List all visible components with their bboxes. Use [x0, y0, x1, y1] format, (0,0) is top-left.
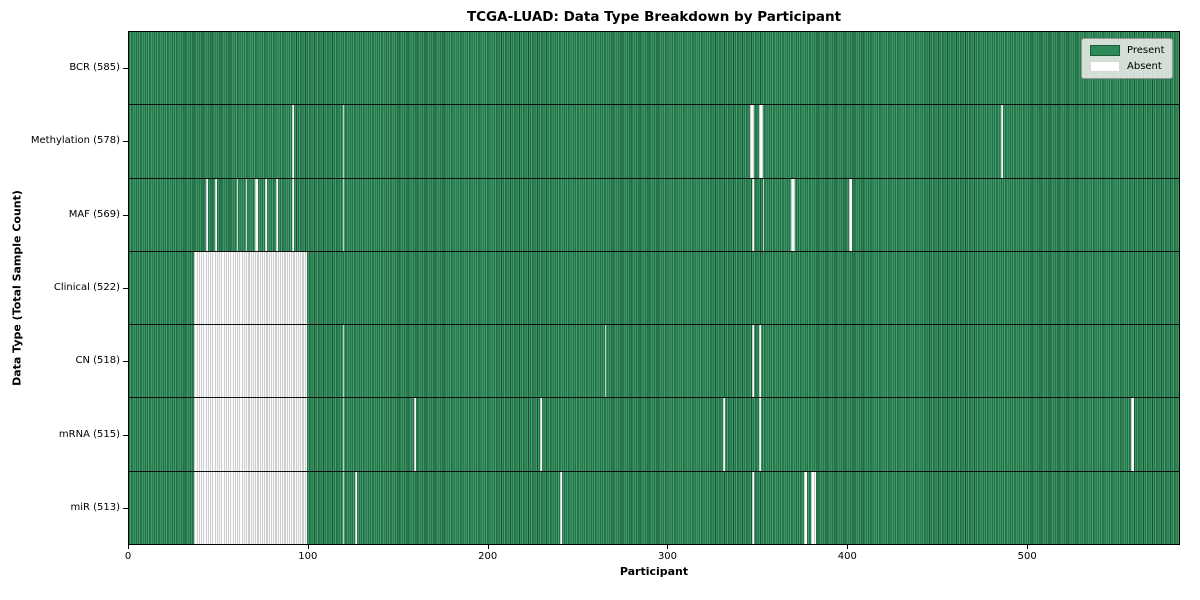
- absent-stripe: [848, 178, 853, 251]
- x-tick-mark: [847, 545, 849, 549]
- absent-stripe: [276, 178, 278, 251]
- xtick-label: 100: [298, 551, 318, 562]
- absent-stripe: [342, 471, 345, 544]
- absent-stripe: [751, 178, 754, 251]
- absent-stripe: [193, 325, 307, 398]
- absent-stripe: [292, 178, 295, 251]
- absent-stripe: [342, 325, 345, 398]
- heatmap-row-clinical: [129, 250, 1179, 325]
- absent-stripe: [750, 105, 754, 178]
- legend-item-present: Present: [1090, 45, 1165, 56]
- heatmap-row-maf: [129, 177, 1179, 251]
- legend-item-absent: Absent: [1090, 61, 1164, 72]
- absent-stripe: [414, 398, 417, 471]
- chart-title: TCGA-LUAD: Data Type Breakdown by Partic…: [466, 9, 842, 25]
- heatmap-row-mrna: [129, 397, 1179, 471]
- y-tick-mark: [123, 67, 128, 69]
- x-tick-mark: [1027, 545, 1029, 549]
- absent-stripe: [215, 178, 217, 251]
- absent-stripe: [342, 105, 345, 178]
- y-tick-mark: [123, 288, 128, 289]
- plot-area: [128, 31, 1180, 545]
- xtick-label: 0: [124, 551, 132, 562]
- xtick-label: 400: [837, 551, 857, 562]
- x-tick-mark: [487, 545, 489, 549]
- ytick-label: CN (518): [75, 355, 120, 367]
- xtick-label: 500: [1017, 551, 1037, 562]
- ytick-label: miR (513): [70, 502, 120, 514]
- absent-stripe: [559, 471, 562, 544]
- ytick-label: BCR (585): [69, 61, 120, 73]
- xtick-label: 200: [478, 551, 498, 562]
- absent-stripe: [245, 178, 248, 251]
- absent-stripe: [355, 471, 357, 544]
- absent-stripe: [803, 471, 808, 544]
- legend-label-present: Present: [1127, 45, 1165, 56]
- y-tick-mark: [123, 361, 128, 363]
- absent-stripe: [236, 178, 239, 251]
- absent-stripe: [540, 398, 542, 471]
- absent-stripe: [762, 178, 765, 251]
- legend-swatch-present: [1090, 45, 1120, 56]
- absent-stripe: [759, 105, 763, 178]
- absent-stripe: [1130, 398, 1135, 471]
- heatmap-row-cn: [129, 324, 1179, 398]
- ytick-label: mRNA (515): [58, 428, 120, 440]
- absent-stripe: [751, 325, 754, 398]
- absent-stripe: [342, 178, 345, 251]
- y-tick-mark: [123, 141, 128, 143]
- heatmap-row-bcr: [129, 32, 1179, 105]
- absent-stripe: [193, 251, 307, 325]
- x-tick-mark: [128, 545, 129, 549]
- absent-stripe: [292, 105, 295, 178]
- absent-stripe: [206, 178, 208, 251]
- absent-stripe: [791, 178, 795, 251]
- absent-stripe: [604, 325, 607, 398]
- xtick-label: 300: [657, 551, 678, 562]
- y-tick-mark: [123, 508, 128, 510]
- ytick-label: Methylation (578): [30, 135, 120, 147]
- legend-swatch-absent: [1090, 61, 1120, 72]
- ytick-label: Clinical (522): [53, 282, 120, 293]
- absent-stripe: [254, 178, 259, 251]
- absent-stripe: [342, 398, 345, 471]
- x-tick-mark: [307, 545, 309, 549]
- legend-label-absent: Absent: [1127, 61, 1162, 72]
- x-axis-label: Participant: [619, 565, 689, 578]
- absent-stripe: [811, 471, 817, 544]
- absent-stripe: [751, 471, 754, 544]
- absent-stripe: [1001, 105, 1004, 178]
- x-tick-mark: [667, 545, 669, 549]
- heatmap-row-mir: [129, 470, 1179, 544]
- absent-stripe: [193, 471, 307, 544]
- ytick-label: MAF (569): [68, 208, 120, 220]
- legend: Present Absent: [1081, 38, 1173, 79]
- y-tick-mark: [123, 214, 128, 216]
- absent-stripe: [193, 398, 307, 471]
- absent-stripe: [723, 398, 725, 471]
- absent-stripe: [759, 325, 761, 398]
- absent-stripe: [265, 178, 268, 251]
- y-tick-mark: [123, 434, 128, 436]
- heatmap-row-methylation: [129, 104, 1179, 178]
- absent-stripe: [759, 398, 761, 471]
